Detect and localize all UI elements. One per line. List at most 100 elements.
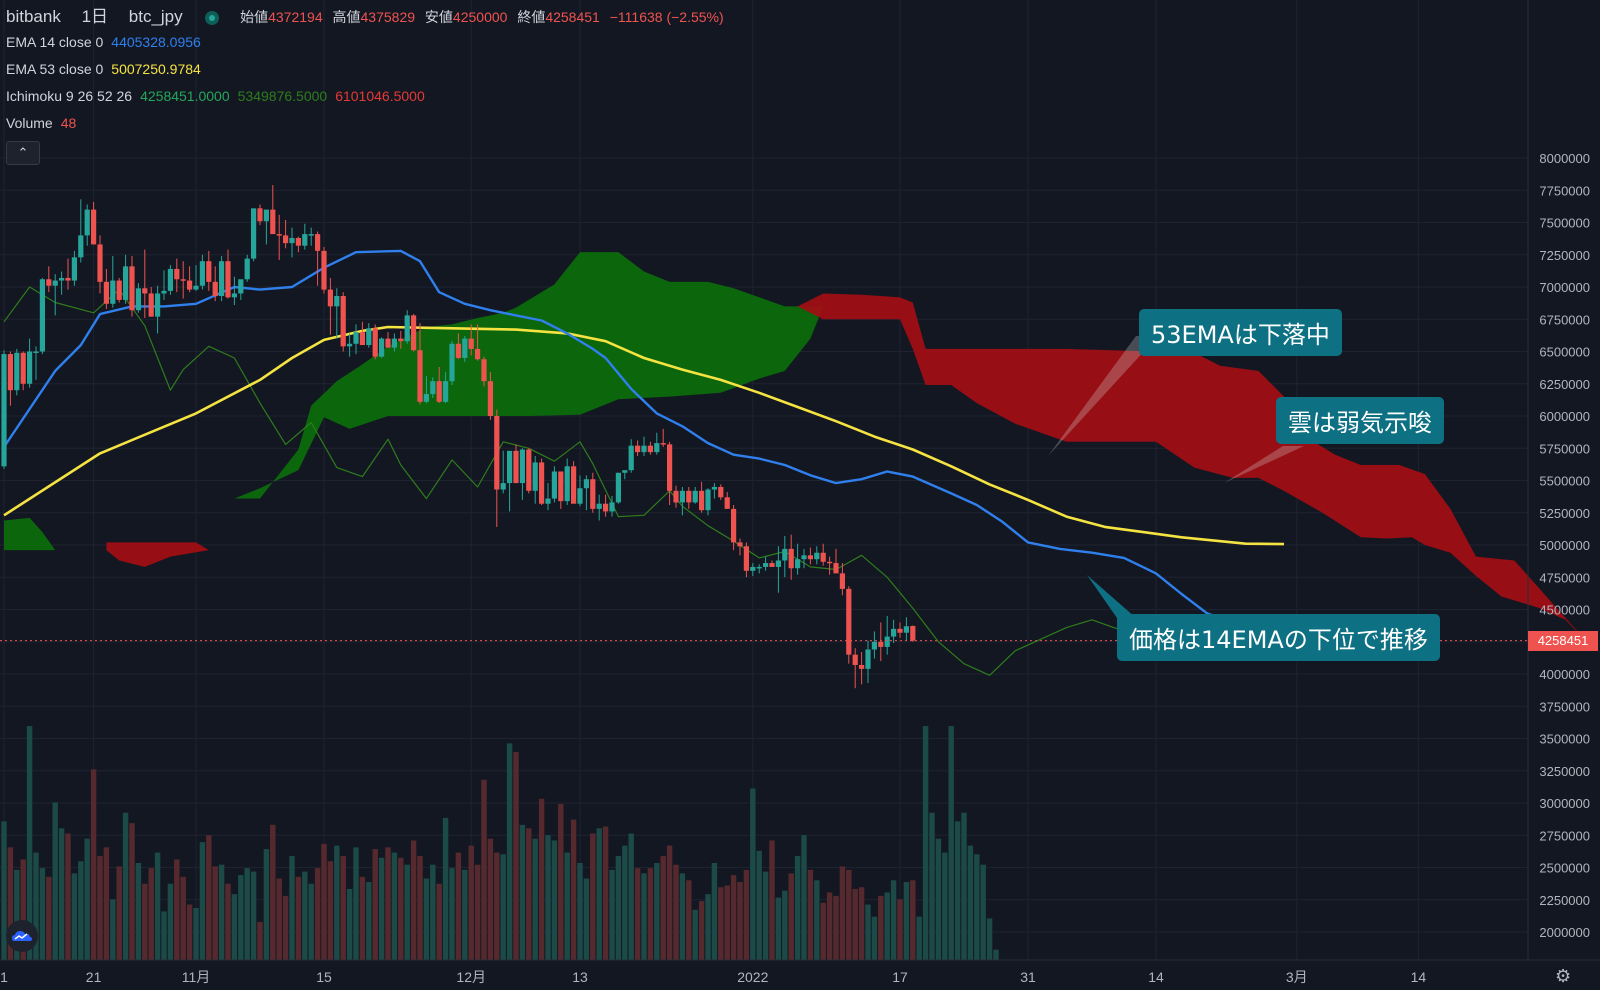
candle-body [782,548,788,561]
volume-bar [622,845,628,960]
close-value: 4258451 [545,9,600,25]
collapse-legend-button[interactable]: ⌃ [6,141,40,165]
volume-bar [142,883,148,960]
gear-icon[interactable]: ⚙ [1555,966,1572,986]
y-tick-label: 3750000 [1539,699,1590,714]
volume-bar [980,864,986,960]
candle-body [539,462,545,504]
volume-bar [583,878,590,960]
candle-body [859,664,865,669]
candle-body [270,209,276,235]
candle-body [654,443,660,453]
tradingview-logo[interactable] [6,920,38,952]
volume-bar [692,909,698,960]
candle-body [519,449,525,484]
volume-bar [90,769,97,960]
candle-body [71,257,77,281]
x-tick-label: 14 [1148,969,1164,985]
candle-body [193,285,199,290]
x-tick-label: 12月 [456,969,486,985]
volume-bar [634,868,641,960]
interval[interactable]: 1日 [81,7,109,26]
x-tick-label: 14 [1411,969,1427,985]
volume-bar [890,880,897,960]
y-tick-label: 5000000 [1539,538,1590,553]
symbol-source[interactable]: bitbank [6,7,61,26]
y-tick-label: 3250000 [1539,764,1590,779]
volume-bar [129,823,135,960]
last-price-tag: 4258451 [1528,630,1598,651]
y-tick-label: 6250000 [1539,377,1590,392]
volume-bar [833,895,839,960]
ichimoku-cloud-segment [106,542,209,567]
ichimoku-cloud-segment [208,252,824,551]
volume-bar [839,866,846,960]
candle-body [647,445,653,453]
candle-body [404,315,410,342]
volume-bar [782,890,788,960]
candle-body [839,573,845,589]
volume-bar [430,864,436,960]
volume-bar [910,880,916,960]
candle-body [411,315,417,351]
candle-body [59,277,65,281]
candle-body [308,234,314,236]
volume-bar [602,826,609,960]
candle-body [545,498,551,504]
volume-bar [647,868,654,960]
volume-bar [238,875,244,960]
candle-body [231,293,237,298]
volume-bar [666,845,673,960]
ichimoku-value-3: 6101046.5000 [335,88,425,104]
candle-body [359,332,365,346]
volume-bar [948,726,954,960]
volume-bar [961,812,967,960]
volume-bar [737,882,743,960]
volume-bar [442,817,449,960]
volume-bar [468,845,474,960]
volume-bar [942,852,948,960]
volume-bar [199,842,206,960]
candle-body [116,280,122,300]
candle-body [590,479,596,509]
candle-body [692,490,698,503]
candle-body [443,381,449,402]
volume-bar [359,876,366,960]
volume-bar [826,892,833,960]
candle-body [660,443,666,445]
volume-bar [730,875,737,960]
legend-ichimoku[interactable]: Ichimoku 9 26 52 26 4258451.0000 5349876.5… [6,88,425,104]
legend-ema14[interactable]: EMA 14 close 0 4405328.0956 [6,34,201,50]
x-tick-label: 31 [1020,969,1036,985]
legend-ema53[interactable]: EMA 53 close 0 5007250.9784 [6,61,201,77]
candle-body [212,281,218,297]
volume-bar [78,861,84,960]
candle-body [814,552,820,560]
candle-body [532,462,538,491]
candle-body [769,563,775,567]
candle-body [558,471,564,502]
candle-body [801,555,807,560]
candle-body [865,649,871,669]
candle-body [596,503,602,509]
candle-body [91,209,97,245]
volume-bar [929,812,935,960]
candle-body [263,209,269,222]
volume-bar [794,856,801,960]
candle-body [135,288,141,311]
candle-body [891,628,897,637]
legend-volume[interactable]: Volume 48 [6,115,76,131]
candle-body [641,445,647,453]
candle-body [795,559,801,569]
symbol-pair[interactable]: btc_jpy [128,7,183,26]
volume-bar [321,843,327,960]
candle-body [737,542,743,547]
volume-bar [718,887,724,960]
ichimoku-value-2: 5349876.5000 [237,88,328,104]
ema53-label: EMA 53 close 0 [6,61,104,77]
volume-bar [206,835,212,960]
candle-body [353,332,359,344]
volume-bar [302,871,308,960]
volume-bar [7,847,14,960]
